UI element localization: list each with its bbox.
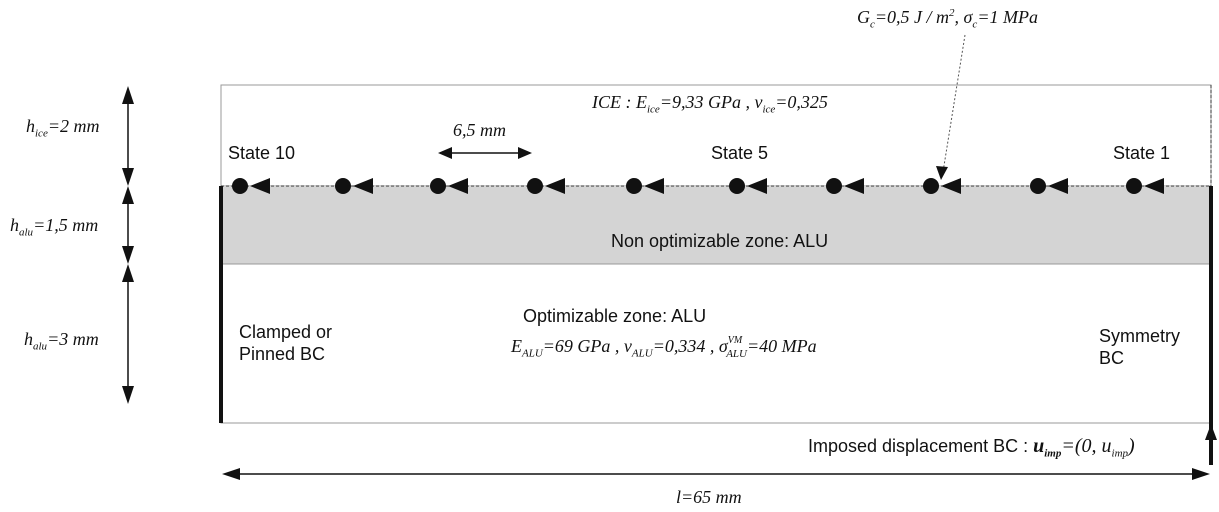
alu-nu-value: =0,334 , σ	[652, 336, 728, 356]
state-dot	[826, 178, 842, 194]
h-alu-top-label: halu=1,5 mm	[10, 215, 98, 239]
gc-sub: c	[870, 18, 875, 31]
state-arrow-icon	[545, 178, 565, 194]
h-alu-bottom-arrow-up	[122, 264, 134, 282]
thickness-dimensions	[122, 86, 134, 404]
h-alu-top-sym: h	[10, 215, 19, 235]
imposed-displacement-label: Imposed displacement BC : uimp=(0, uimp)	[808, 436, 1135, 460]
spacing-label: 6,5 mm	[453, 120, 506, 140]
alu-sigma-sup: VM	[727, 335, 743, 346]
alu-E-sym: E	[511, 336, 522, 356]
length-arrowhead-left	[222, 468, 240, 480]
ice-properties-label: ICE : Eice=9,33 GPa , νice=0,325	[592, 93, 828, 116]
sigma-c-sub: c	[972, 18, 978, 31]
h-alu-top-sub: alu	[19, 226, 34, 239]
alu-sigma-sub: ALU	[726, 347, 747, 360]
state-10-label: State 10	[228, 143, 296, 163]
h-alu-top-arrow-up	[122, 186, 134, 204]
alu-properties-label: EALU=69 GPa , νALU=0,334 , σVMALU=40 MPa	[511, 335, 817, 360]
gc-symbol: G	[857, 7, 870, 27]
h-alu-bottom-sym: h	[24, 329, 33, 349]
left-bc-line2: Pinned BC	[239, 344, 326, 364]
h-alu-bottom-arrow-down	[122, 386, 134, 404]
state-dot	[923, 178, 939, 194]
state-arrow-icon	[250, 178, 270, 194]
h-ice-arrow-down	[122, 168, 134, 186]
imposed-displacement-arrowhead	[1205, 424, 1217, 440]
h-ice-val: =2 mm	[47, 116, 100, 136]
ice-E-value: =9,33 GPa , ν	[659, 92, 763, 112]
h-ice-sym: h	[26, 116, 35, 136]
cohesive-leader-arrowhead	[936, 166, 948, 180]
ice-E-symbol: ICE : E	[592, 92, 647, 112]
state-arrow-icon	[448, 178, 468, 194]
imposed-rest-sub: imp	[1111, 447, 1129, 460]
h-ice-arrow-up	[122, 86, 134, 104]
state-arrow-icon	[844, 178, 864, 194]
gc-value: =0,5 J / m	[874, 7, 950, 27]
non-optimizable-zone-label: Non optimizable zone: ALU	[611, 231, 829, 251]
imposed-rest: =(0, u	[1061, 435, 1112, 457]
state-arrow-icon	[1048, 178, 1068, 194]
h-ice-label: hice=2 mm	[26, 116, 99, 140]
alu-sigma-value: =40 MPa	[746, 336, 817, 356]
state-5-label: State 5	[711, 143, 769, 163]
non-optimizable-zone	[221, 186, 1211, 264]
ice-nu-value: =0,325	[775, 92, 828, 112]
state-dot	[430, 178, 446, 194]
ice-nu-sub: ice	[762, 103, 776, 116]
right-bc-line1: Symmetry	[1099, 326, 1180, 346]
sigma-c-symbol: , σ	[954, 7, 973, 27]
state-arrow-icon	[353, 178, 373, 194]
imposed-u: u	[1033, 435, 1045, 457]
state-dot	[335, 178, 351, 194]
state-arrow-icon	[1144, 178, 1164, 194]
left-bc-label: Clamped or Pinned BC	[239, 321, 332, 365]
state-dot	[1126, 178, 1142, 194]
alu-nu-sub: ALU	[631, 347, 653, 360]
length-label: l=65 mm	[676, 487, 742, 507]
sigma-c-value: =1 MPa	[977, 7, 1038, 27]
state-dot	[1030, 178, 1046, 194]
h-ice-sub: ice	[35, 127, 48, 140]
alu-E-value: =69 GPa , ν	[542, 336, 632, 356]
state-dot	[527, 178, 543, 194]
h-alu-top-arrow-down	[122, 246, 134, 264]
state-dot	[729, 178, 745, 194]
crack-states	[232, 178, 1164, 194]
spacing-arrowhead-right	[518, 147, 532, 159]
h-alu-bottom-label: halu=3 mm	[24, 329, 99, 353]
state-arrow-icon	[747, 178, 767, 194]
imposed-u-sub: imp	[1044, 447, 1062, 460]
h-alu-bottom-sub: alu	[33, 340, 48, 353]
imposed-prefix: Imposed displacement BC :	[808, 436, 1029, 456]
state-arrow-icon	[941, 178, 961, 194]
length-arrowhead-right	[1192, 468, 1210, 480]
gc-sup: 2	[949, 7, 955, 19]
optimizable-zone-label: Optimizable zone: ALU	[523, 306, 707, 326]
imposed-close: )	[1128, 435, 1135, 457]
alu-E-sub: ALU	[522, 347, 543, 360]
state-dot	[232, 178, 248, 194]
h-alu-top-val: =1,5 mm	[33, 215, 99, 235]
h-alu-bottom-val: =3 mm	[47, 329, 99, 349]
left-bc-line1: Clamped or	[239, 322, 333, 342]
state-dot	[626, 178, 642, 194]
ice-E-sub: ice	[646, 103, 660, 116]
right-bc-line2: BC	[1099, 348, 1125, 368]
right-bc-label: Symmetry BC	[1099, 325, 1180, 369]
state-1-label: State 1	[1113, 143, 1171, 163]
spacing-arrowhead-left	[438, 147, 452, 159]
state-arrow-icon	[644, 178, 664, 194]
cohesive-leader-line	[942, 34, 966, 173]
cohesive-properties-label: Gc=0,5 J / m2, σc=1 MPa	[857, 8, 1038, 31]
